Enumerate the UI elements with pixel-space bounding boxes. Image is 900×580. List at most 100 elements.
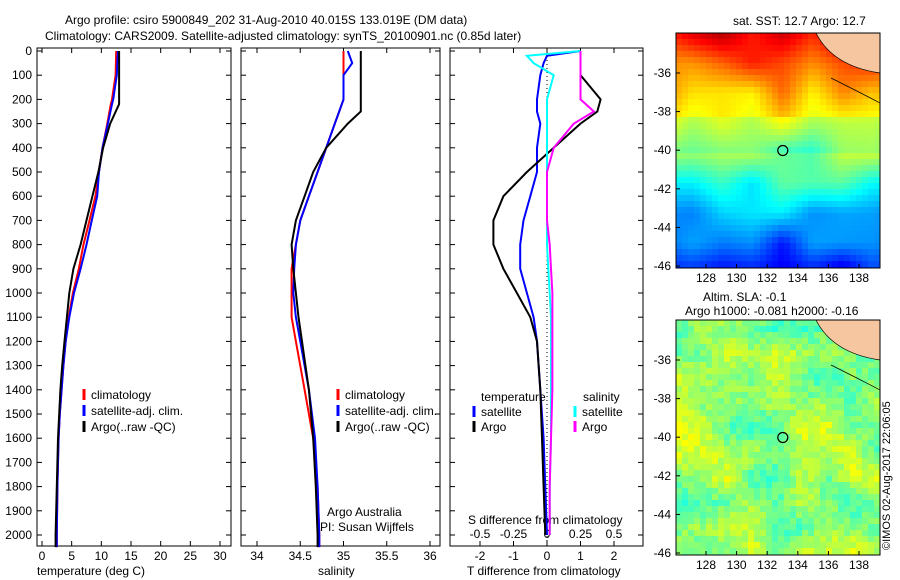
map-cell bbox=[748, 404, 754, 410]
map-cell bbox=[778, 344, 784, 350]
map-cell bbox=[754, 464, 760, 470]
map-cell bbox=[838, 147, 844, 153]
map-cell bbox=[712, 87, 718, 93]
map-cell bbox=[844, 416, 850, 422]
map-cell bbox=[694, 524, 700, 530]
map-cell bbox=[790, 362, 796, 368]
map-cell bbox=[820, 512, 826, 518]
map-cell bbox=[778, 33, 784, 39]
map-cell bbox=[724, 458, 730, 464]
map-cell bbox=[868, 530, 874, 536]
map-cell bbox=[718, 171, 724, 177]
map-cell bbox=[778, 171, 784, 177]
map-cell bbox=[682, 129, 688, 135]
map-cell bbox=[784, 440, 790, 446]
map-cell bbox=[838, 548, 844, 554]
map-cell bbox=[688, 482, 694, 488]
map-cell bbox=[772, 255, 778, 261]
y-tick-label: 1500 bbox=[5, 407, 32, 421]
map-cell bbox=[754, 177, 760, 183]
map-cell bbox=[826, 464, 832, 470]
map-cell bbox=[796, 404, 802, 410]
map-cell bbox=[748, 380, 754, 386]
map-cell bbox=[808, 440, 814, 446]
map-cell bbox=[766, 458, 772, 464]
map-cell bbox=[796, 117, 802, 123]
map-cell bbox=[718, 45, 724, 51]
map-cell bbox=[736, 416, 742, 422]
map-cell bbox=[814, 105, 820, 111]
map-cell bbox=[802, 404, 808, 410]
map-cell bbox=[844, 105, 850, 111]
map-cell bbox=[808, 500, 814, 506]
map-cell bbox=[784, 159, 790, 165]
map-cell bbox=[730, 63, 736, 69]
map-cell bbox=[730, 458, 736, 464]
map-cell bbox=[718, 494, 724, 500]
map-cell bbox=[694, 171, 700, 177]
map-cell bbox=[730, 111, 736, 117]
map-cell bbox=[856, 416, 862, 422]
map-cell bbox=[682, 171, 688, 177]
map-cell bbox=[742, 458, 748, 464]
map-cell bbox=[754, 159, 760, 165]
map-cell bbox=[688, 87, 694, 93]
map-cell bbox=[850, 500, 856, 506]
map-cell bbox=[730, 87, 736, 93]
map-cell bbox=[718, 524, 724, 530]
map-cell bbox=[832, 213, 838, 219]
map-cell bbox=[688, 51, 694, 57]
map-cell bbox=[844, 536, 850, 542]
map-cell bbox=[748, 470, 754, 476]
map-cell bbox=[730, 243, 736, 249]
map-cell bbox=[736, 356, 742, 362]
map-cell bbox=[868, 398, 874, 404]
map-cell bbox=[784, 470, 790, 476]
map-cell bbox=[868, 261, 874, 267]
map-cell bbox=[784, 536, 790, 542]
map-cell bbox=[784, 219, 790, 225]
map-cell bbox=[694, 482, 700, 488]
map-cell bbox=[820, 476, 826, 482]
map-cell bbox=[820, 99, 826, 105]
map-cell bbox=[724, 219, 730, 225]
map-cell bbox=[706, 225, 712, 231]
map-cell bbox=[748, 488, 754, 494]
map-cell bbox=[862, 542, 868, 548]
map-cell bbox=[784, 416, 790, 422]
map-cell bbox=[742, 350, 748, 356]
map-cell bbox=[760, 123, 766, 129]
map-cell bbox=[688, 195, 694, 201]
map-cell bbox=[778, 189, 784, 195]
map-cell bbox=[760, 428, 766, 434]
map-cell bbox=[802, 225, 808, 231]
map-cell bbox=[868, 195, 874, 201]
map-cell bbox=[688, 464, 694, 470]
map-cell bbox=[802, 326, 808, 332]
map-cell bbox=[838, 470, 844, 476]
map-cell bbox=[790, 117, 796, 123]
map-cell bbox=[736, 129, 742, 135]
map-cell bbox=[724, 225, 730, 231]
map-cell bbox=[856, 506, 862, 512]
y-tick-label: 1700 bbox=[5, 455, 32, 469]
map-cell bbox=[862, 356, 868, 362]
map-cell bbox=[784, 183, 790, 189]
map-cell bbox=[790, 326, 796, 332]
map-cell bbox=[706, 542, 712, 548]
map-cell bbox=[844, 446, 850, 452]
map-cell bbox=[808, 213, 814, 219]
map-cell bbox=[790, 111, 796, 117]
map-cell bbox=[796, 524, 802, 530]
map-cell bbox=[838, 392, 844, 398]
map-cell bbox=[772, 87, 778, 93]
map-cell bbox=[778, 123, 784, 129]
map-cell bbox=[706, 500, 712, 506]
map-cell bbox=[790, 392, 796, 398]
map-cell bbox=[802, 452, 808, 458]
map-cell bbox=[676, 219, 682, 225]
map-cell bbox=[760, 398, 766, 404]
map-cell bbox=[826, 368, 832, 374]
map-cell bbox=[838, 362, 844, 368]
